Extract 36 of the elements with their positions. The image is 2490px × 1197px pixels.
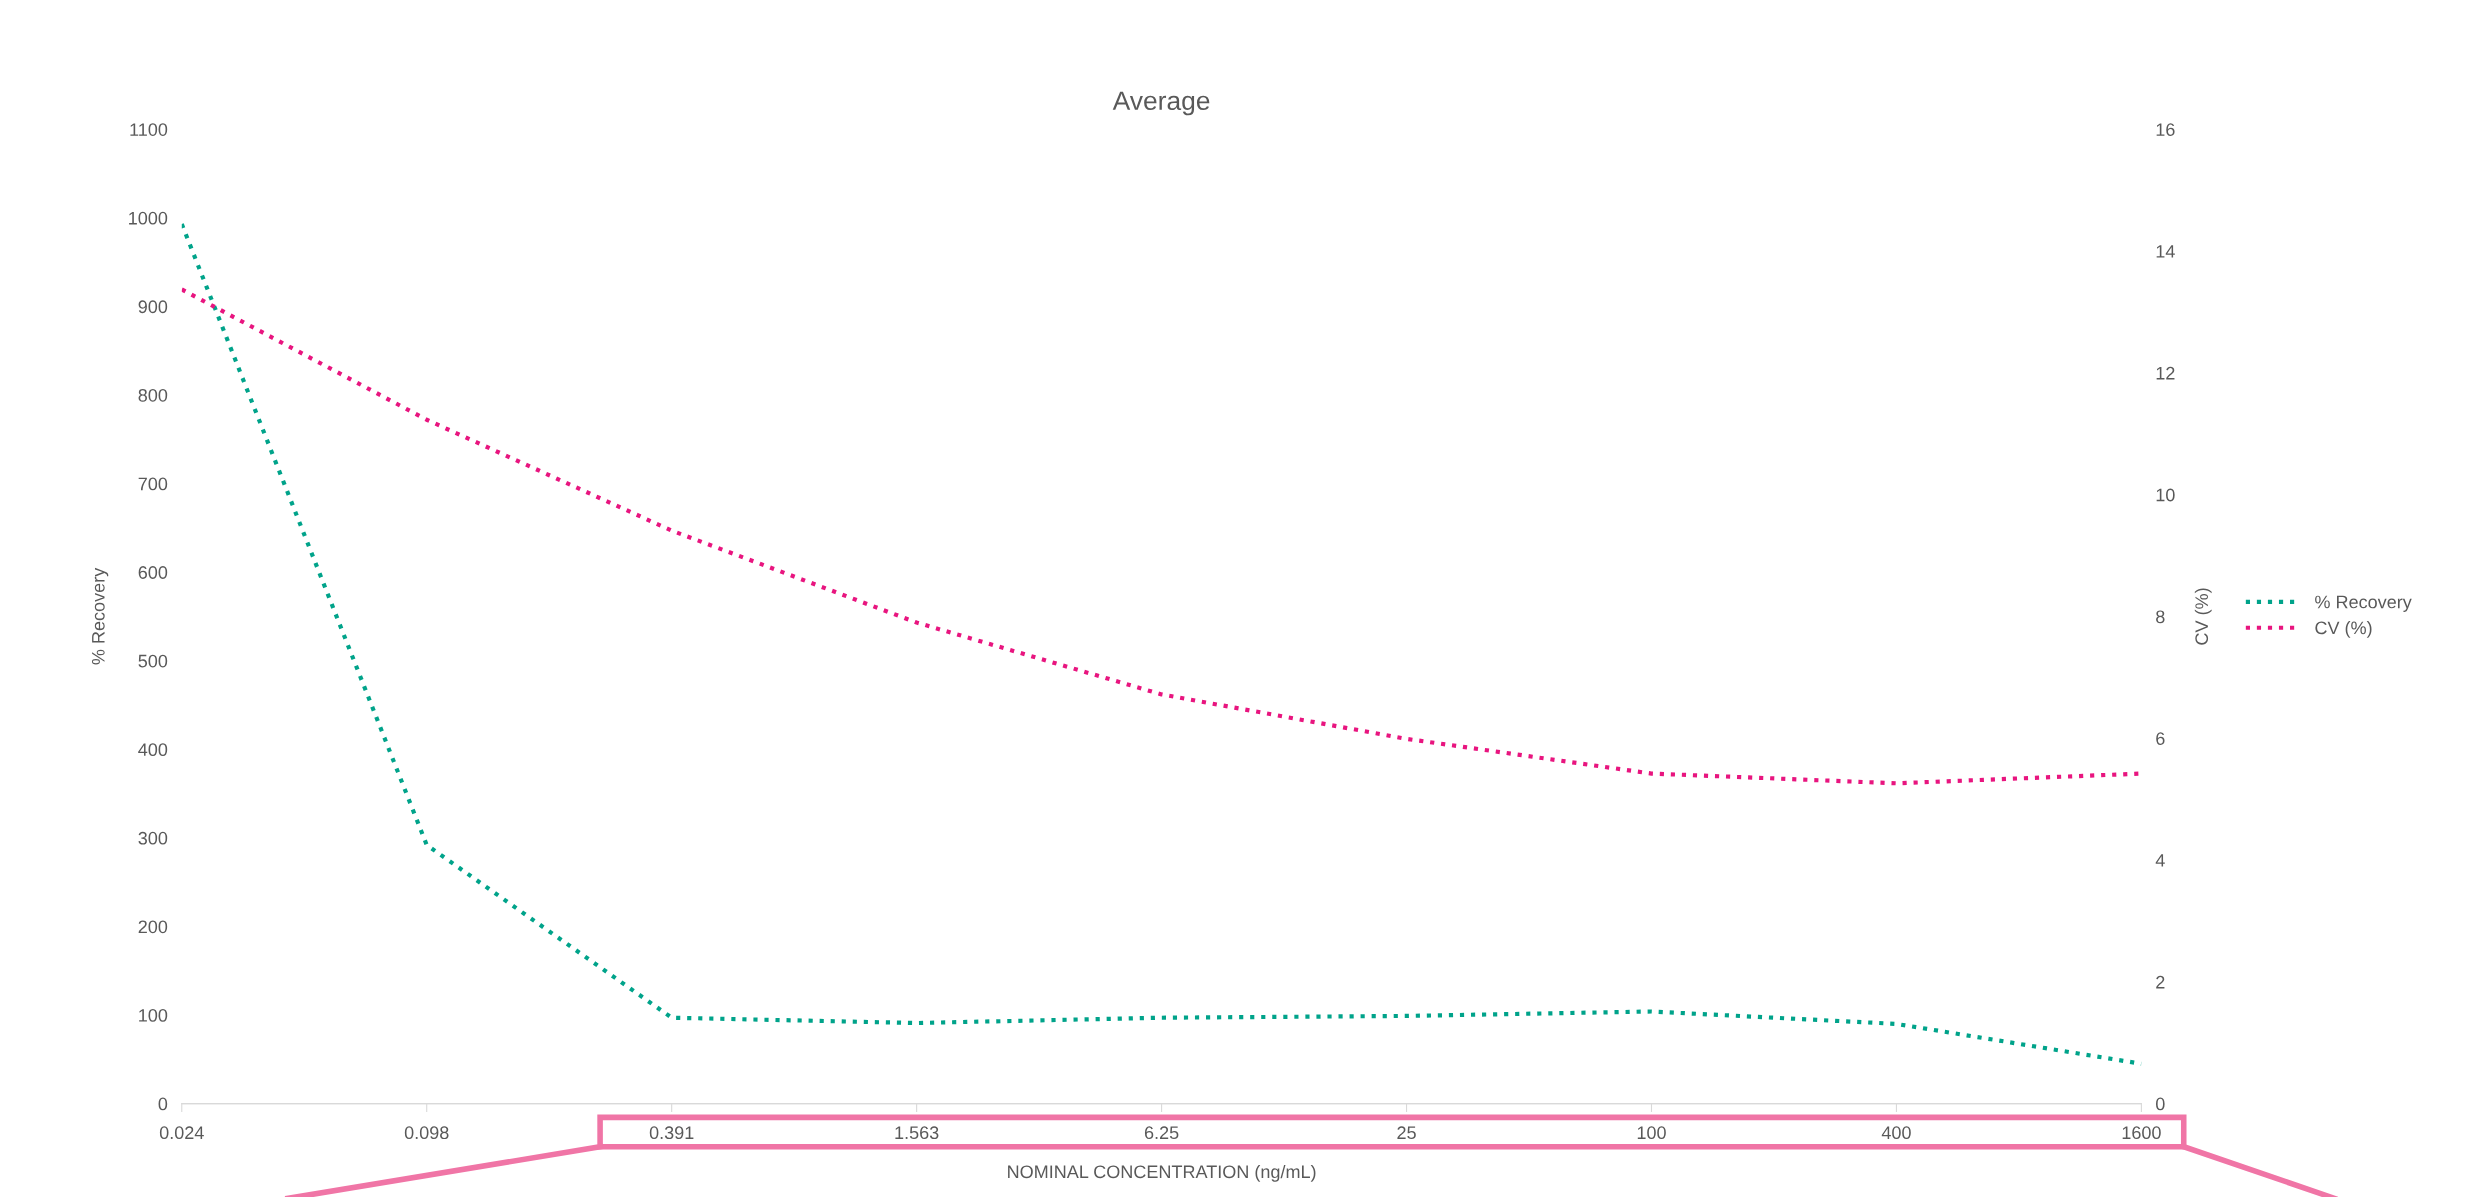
chart-title: Average: [1112, 91, 1210, 116]
y2-tick-label: 12: [2156, 366, 2175, 380]
y2-tick-label: 10: [2156, 488, 2175, 502]
y2-tick-label: 0: [2155, 1097, 2165, 1111]
x-tick-label: 0.098: [404, 1126, 449, 1140]
y-tick-label: 1000: [129, 211, 168, 225]
y-tick-label: 700: [138, 477, 168, 491]
y-tick-label: 600: [138, 566, 168, 579]
y2-tick-label: 2: [2156, 975, 2165, 989]
x-tick-label: 1600: [2122, 1126, 2161, 1140]
x-tick-label: 0.024: [159, 1126, 204, 1140]
x-axis-title: NOMINAL CONCENTRATION (ng/mL): [1008, 1164, 1316, 1182]
y-tick-label: 300: [138, 831, 168, 845]
y-tick-label: 500: [138, 654, 168, 668]
x-tick-label: 6.25: [1144, 1126, 1179, 1140]
legend-label: % Recovery: [2315, 595, 2412, 612]
y-tick-label: 0: [158, 1097, 168, 1111]
y-tick-label: 100: [139, 1008, 168, 1022]
y-tick-label: 400: [138, 743, 168, 757]
x-tick-label: 100: [1637, 1126, 1666, 1140]
x-tick-label: 400: [1881, 1126, 1911, 1140]
y2-tick-label: 16: [2156, 123, 2175, 136]
x-tick-label: 25: [1397, 1126, 1416, 1140]
y2-axis-title: CV (%): [2194, 588, 2212, 645]
y-tick-label: 200: [138, 920, 168, 934]
x-tick-label: 1.563: [895, 1126, 939, 1140]
y2-tick-label: 4: [2155, 854, 2165, 867]
legend-label: CV (%): [2315, 620, 2372, 638]
y2-tick-label: 6: [2156, 732, 2165, 745]
y-tick-label: 1100: [130, 123, 168, 136]
y2-tick-label: 14: [2156, 245, 2175, 258]
y-axis-title: % Recovery: [92, 567, 109, 665]
y2-tick-label: 8: [2156, 610, 2165, 624]
y-tick-label: 800: [138, 388, 168, 402]
x-tick-label: 0.391: [649, 1126, 694, 1140]
y-tick-label: 900: [138, 300, 168, 314]
